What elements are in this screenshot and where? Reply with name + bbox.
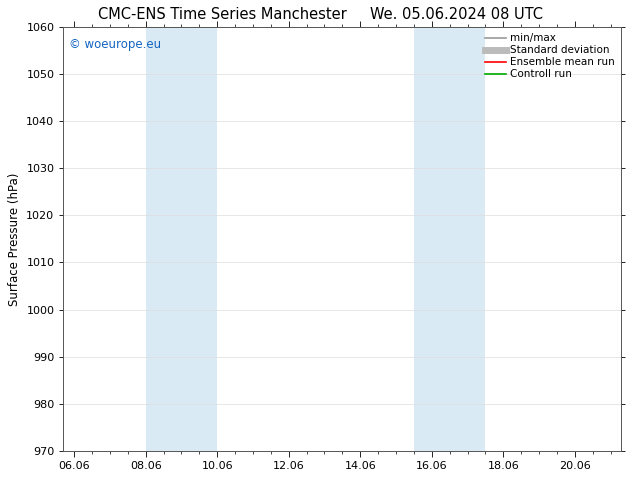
- Text: © woeurope.eu: © woeurope.eu: [69, 38, 161, 50]
- Text: We. 05.06.2024 08 UTC: We. 05.06.2024 08 UTC: [370, 7, 543, 23]
- Y-axis label: Surface Pressure (hPa): Surface Pressure (hPa): [8, 172, 21, 306]
- Bar: [414, 27, 486, 451]
- Text: CMC-ENS Time Series Manchester: CMC-ENS Time Series Manchester: [98, 7, 346, 23]
- Legend: min/max, Standard deviation, Ensemble mean run, Controll run: min/max, Standard deviation, Ensemble me…: [482, 30, 618, 83]
- Bar: [146, 27, 217, 451]
